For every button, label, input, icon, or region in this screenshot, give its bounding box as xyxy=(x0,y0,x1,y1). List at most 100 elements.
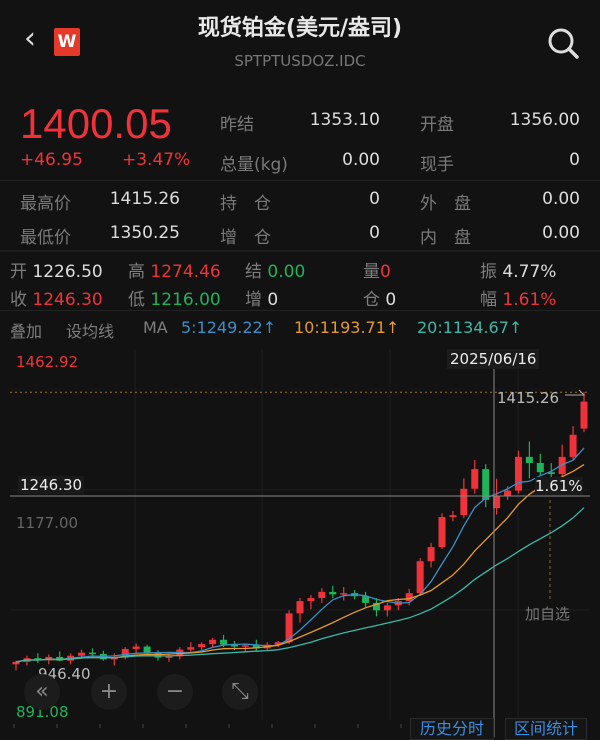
value: 1216.00 xyxy=(150,290,221,310)
value: 0 xyxy=(380,262,391,282)
value: 0.00 xyxy=(267,262,306,282)
candle-body xyxy=(143,646,151,653)
value: 1274.46 xyxy=(150,262,221,282)
candle-body xyxy=(318,591,326,599)
brand-logo: W xyxy=(54,28,80,56)
candle-body xyxy=(438,517,446,548)
label: 量 xyxy=(363,262,380,282)
candle-body xyxy=(230,644,238,647)
ma-label: MA xyxy=(143,318,168,337)
value: 4.77% xyxy=(502,262,557,282)
candle-body xyxy=(427,547,435,562)
label: 增 xyxy=(245,290,262,310)
value: 1.61% xyxy=(502,290,557,310)
field-label: 现手 xyxy=(420,155,454,175)
label: 开 xyxy=(10,262,27,282)
axis-max-label: 1462.92 xyxy=(16,353,79,371)
overlay-button[interactable]: 叠加 xyxy=(10,322,43,341)
field-label: 持 仓 xyxy=(220,194,271,214)
candle-body xyxy=(78,652,86,656)
candle-increase: 增 0 xyxy=(245,285,278,310)
field-value: 0.00 xyxy=(342,150,380,170)
high-marker-label: 1415.26 xyxy=(497,389,560,407)
crosshair-pct-label: 1.61% xyxy=(535,477,583,495)
candlestick-chart[interactable] xyxy=(0,340,600,737)
arrow-right-icon xyxy=(565,389,586,396)
candle-body xyxy=(12,661,20,665)
divider xyxy=(0,310,600,311)
zoom-in-icon[interactable]: + xyxy=(91,674,127,710)
ma10-value: 10:1193.71↑ xyxy=(294,318,400,337)
candle-body xyxy=(187,647,195,650)
label: 高 xyxy=(128,262,145,282)
candle-body xyxy=(56,656,64,661)
candle-body xyxy=(241,645,249,647)
field-value: 1415.26 xyxy=(109,189,180,209)
candle-body xyxy=(514,456,522,491)
candle-body xyxy=(274,642,282,645)
field-value: 0 xyxy=(369,223,380,243)
double-chevron-left-icon[interactable]: « xyxy=(24,674,60,710)
candle-open: 开 1226.50 xyxy=(10,257,103,282)
label: 幅 xyxy=(480,290,497,310)
zoom-out-icon[interactable]: − xyxy=(157,674,193,710)
value: 0 xyxy=(385,290,397,310)
candle-body xyxy=(383,605,391,611)
candle-body xyxy=(252,645,260,649)
add-watchlist-button[interactable]: 加自选 xyxy=(525,605,571,623)
candle-amplitude: 振 4.77% xyxy=(480,257,556,282)
expand-icon[interactable]: ⤡ xyxy=(222,674,258,710)
candle-low: 低 1216.00 xyxy=(128,285,221,310)
field-label: 内 盘 xyxy=(420,228,471,248)
divider xyxy=(0,180,600,181)
ma5-line xyxy=(15,447,585,663)
candle-body xyxy=(220,639,228,645)
search-icon[interactable] xyxy=(546,26,580,60)
field-label: 开盘 xyxy=(420,115,454,135)
candle-body xyxy=(558,456,566,475)
label: 结 xyxy=(245,262,262,282)
divider xyxy=(0,250,600,252)
candle-body xyxy=(449,515,457,518)
grid-price-label: 1177.00 xyxy=(16,514,79,532)
price-change: +46.95 xyxy=(20,150,83,170)
candle-body xyxy=(34,658,42,661)
candle-body xyxy=(110,657,118,660)
candle-body xyxy=(340,593,348,595)
ma20-line xyxy=(15,507,585,663)
candle-settle: 结 0.00 xyxy=(245,257,305,282)
value: 0 xyxy=(267,290,279,310)
field-value: 0.00 xyxy=(542,189,580,209)
candle-body xyxy=(547,472,555,475)
field-label: 昨结 xyxy=(220,115,254,135)
field-value: 1350.25 xyxy=(109,223,180,243)
candle-body xyxy=(45,656,53,661)
set-ma-button[interactable]: 设均线 xyxy=(66,322,115,341)
candle-position: 仓 0 xyxy=(363,285,396,310)
axis-min-label: 891.08 xyxy=(16,703,69,721)
ma20-value: 20:1134.67↑ xyxy=(417,318,523,337)
field-label: 最低价 xyxy=(20,228,71,248)
candle-body xyxy=(88,652,96,655)
label: 振 xyxy=(480,262,497,282)
field-label: 增 仓 xyxy=(220,228,271,248)
candle-body xyxy=(132,646,140,649)
candle-body xyxy=(460,488,468,516)
candle-close: 收 1246.30 xyxy=(10,285,103,310)
range-stats-button[interactable]: 区间统计 xyxy=(505,718,587,740)
label: 低 xyxy=(128,290,145,310)
candle-body xyxy=(504,490,512,497)
candle-high: 高 1274.46 xyxy=(128,257,221,282)
candle-body xyxy=(372,602,380,611)
field-value: 0 xyxy=(569,150,580,170)
back-button[interactable]: ‹ xyxy=(24,21,36,56)
candle-body xyxy=(121,648,129,658)
candle-body xyxy=(493,495,501,509)
price-change-pct: +3.47% xyxy=(122,150,191,170)
ma5-value: 5:1249.22↑ xyxy=(181,318,277,337)
field-label: 总量(kg) xyxy=(220,155,288,175)
value: 1226.50 xyxy=(32,262,103,282)
history-intraday-button[interactable]: 历史分时 xyxy=(410,718,494,740)
value: 1246.30 xyxy=(32,290,103,310)
candle-body xyxy=(416,561,424,594)
